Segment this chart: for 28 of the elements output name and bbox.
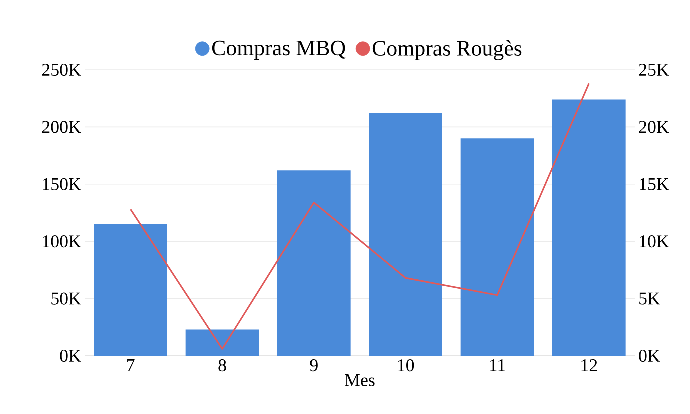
y-tick-label: 100K (43, 236, 82, 248)
x-tick-label: 7 (128, 360, 135, 372)
y2-tick-label: 25K (639, 64, 670, 76)
x-tick-label: 10 (398, 360, 414, 372)
legend-label: Compras Rougès (372, 40, 522, 60)
y-tick-label: 200K (42, 121, 82, 134)
y-tick-label: 250K (42, 64, 82, 76)
bar (460, 138, 534, 356)
y2-tick-label: 0K (639, 350, 660, 362)
line-series (130, 82, 590, 350)
x-axis-title: Mes (345, 374, 375, 386)
y-tick-label: 0K (60, 350, 82, 362)
x-tick-label: 8 (218, 360, 226, 372)
x-tick-label: 12 (582, 360, 598, 372)
y2-tick-label: 5K (640, 292, 660, 305)
y2-tick-label: 10K (640, 236, 670, 248)
bar (278, 170, 351, 356)
y2-tick-label: 15K (640, 178, 670, 190)
bar (186, 330, 260, 356)
x-tick-label: 11 (490, 360, 506, 372)
bar (552, 100, 626, 356)
y-tick-label: 150K (43, 178, 82, 190)
bar (369, 113, 442, 356)
x-tick-label: 9 (310, 360, 318, 372)
bar (94, 224, 168, 356)
y2-tick-label: 20K (639, 121, 670, 134)
legend-label: Compras MBQ (212, 40, 346, 60)
y-tick-label: 50K (52, 292, 82, 305)
